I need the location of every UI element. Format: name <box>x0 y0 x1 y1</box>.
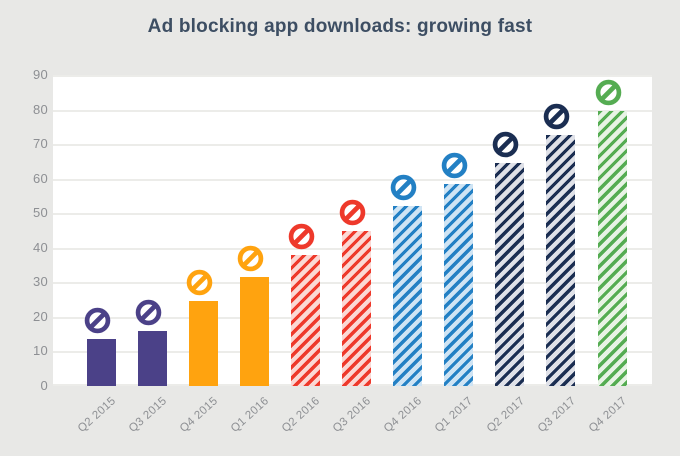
x-axis-label-q3-2015: Q3 2015 <box>126 395 170 435</box>
x-axis-label-q1-2016: Q1 2016 <box>228 395 272 435</box>
no-entry-icon <box>339 199 366 226</box>
bar-q1-2017 <box>444 183 474 386</box>
no-entry-icon <box>441 152 468 179</box>
bar-q4-2016 <box>393 206 423 386</box>
gridline-90 <box>53 75 652 77</box>
gridline-70 <box>53 144 652 147</box>
y-axis-tick-label-80: 80 <box>32 101 48 117</box>
no-entry-icon <box>543 103 570 130</box>
y-axis-tick-label-10: 10 <box>32 343 48 359</box>
y-axis-tick-label-50: 50 <box>32 205 48 221</box>
x-axis-label-q2-2016: Q2 2016 <box>280 395 323 435</box>
y-axis-tick-label-90: 90 <box>32 67 48 82</box>
gridline-60 <box>53 178 652 181</box>
x-axis-label-q4-2015: Q4 2015 <box>177 395 221 435</box>
bar-q2-2015 <box>86 339 116 386</box>
y-axis-tick-label-0: 0 <box>40 378 48 393</box>
bar-q2-2017 <box>495 163 525 386</box>
bar-q3-2016 <box>342 230 371 386</box>
chart-title: Ad blocking app downloads: growing fast <box>147 16 533 37</box>
y-axis-tick-label-30: 30 <box>32 274 48 290</box>
x-axis-label-q1-2017: Q1 2017 <box>433 395 476 435</box>
no-entry-icon <box>390 174 417 201</box>
bar-q3-2015 <box>137 330 167 386</box>
x-axis-label-q4-2017: Q4 2017 <box>586 395 630 435</box>
bar-q2-2016 <box>290 254 320 386</box>
bar-q1-2016 <box>239 277 269 386</box>
bar-q4-2017 <box>597 111 627 386</box>
bar-q4-2015 <box>188 301 218 386</box>
x-axis-label-q2-2015: Q2 2015 <box>75 395 119 435</box>
x-axis-label-q2-2017: Q2 2017 <box>484 395 527 435</box>
no-entry-icon <box>186 269 213 296</box>
no-entry-icon <box>288 223 315 250</box>
y-axis-tick-label-20: 20 <box>32 308 48 324</box>
no-entry-icon <box>237 245 264 272</box>
x-axis-label-q3-2017: Q3 2017 <box>535 395 578 435</box>
gridline-80 <box>53 109 652 112</box>
y-axis-tick-label-60: 60 <box>32 170 48 186</box>
bar-q3-2017 <box>546 135 576 386</box>
x-axis-label-q3-2016: Q3 2016 <box>331 395 374 435</box>
x-axis-label-q4-2016: Q4 2016 <box>382 395 425 435</box>
no-entry-icon <box>84 307 111 334</box>
y-axis-tick-label-70: 70 <box>32 136 48 152</box>
no-entry-icon <box>492 131 519 158</box>
no-entry-icon <box>595 79 622 106</box>
no-entry-icon <box>135 299 162 326</box>
y-axis-tick-label-40: 40 <box>32 239 48 255</box>
